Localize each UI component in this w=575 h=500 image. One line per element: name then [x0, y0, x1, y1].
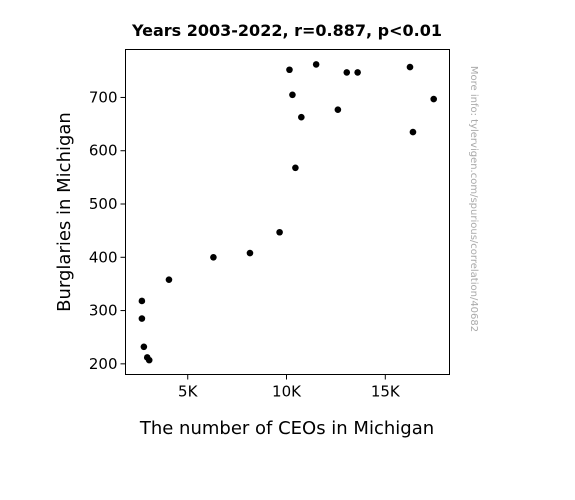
data-point — [343, 69, 351, 76]
data-point — [165, 276, 173, 283]
data-point — [354, 69, 361, 76]
x-tick-label: 15K — [371, 383, 401, 401]
data-point — [430, 95, 437, 103]
plot-area — [125, 49, 450, 375]
watermark: More info: tylervigen.com/spurious/corre… — [468, 66, 479, 332]
data-point — [298, 113, 305, 121]
x-axis-label: The number of CEOs in Michigan — [139, 418, 434, 439]
chart-title: Years 2003-2022, r=0.887, p<0.01 — [131, 21, 442, 40]
x-tick-label: 5K — [178, 383, 199, 401]
data-point — [138, 297, 146, 305]
y-tick-label: 300 — [89, 302, 118, 320]
data-point — [140, 343, 148, 351]
data-point — [246, 249, 254, 257]
data-point — [145, 356, 153, 364]
y-tick-label: 600 — [89, 142, 118, 160]
y-axis: 200 300 400 500 600 700 — [89, 88, 126, 373]
data-point — [210, 253, 217, 261]
data-point — [289, 91, 296, 99]
y-axis-label: Burglaries in Michigan — [54, 112, 75, 312]
x-axis: 5K 10K 15K — [178, 374, 401, 401]
y-tick-label: 700 — [89, 88, 118, 106]
data-point — [312, 61, 320, 68]
data-point — [286, 66, 293, 74]
data-point — [409, 128, 417, 136]
data-points — [138, 61, 437, 364]
data-point — [138, 315, 146, 322]
data-point — [406, 63, 414, 71]
data-point — [334, 106, 342, 114]
y-tick-label: 500 — [89, 195, 118, 213]
data-point — [276, 228, 283, 236]
data-point — [292, 164, 299, 172]
x-tick-label: 10K — [272, 383, 302, 401]
y-tick-label: 400 — [89, 248, 118, 266]
y-tick-label: 200 — [89, 355, 118, 373]
